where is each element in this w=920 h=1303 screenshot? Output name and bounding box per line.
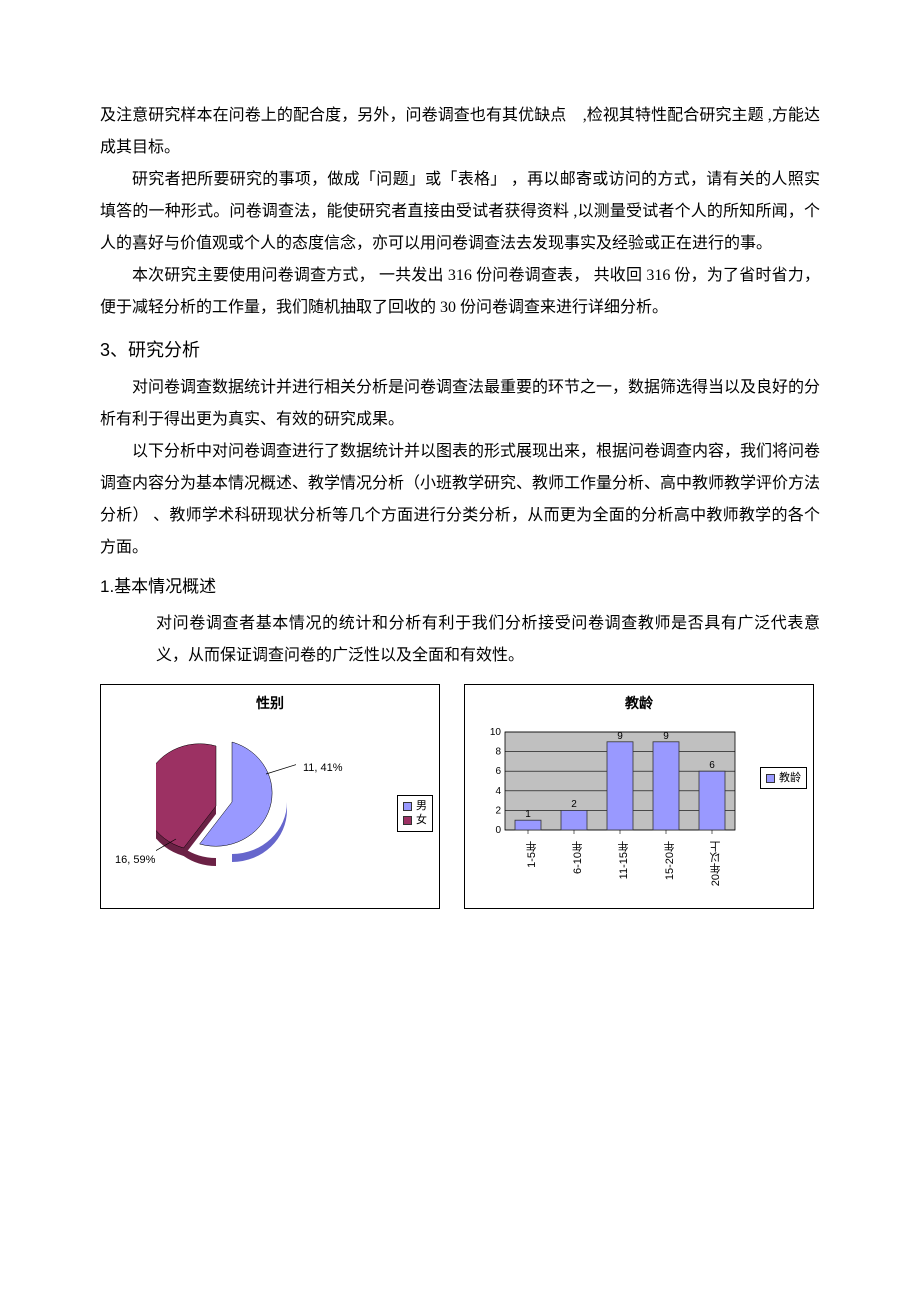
pie-leader-male — [266, 764, 296, 774]
bar-xlabel-3: 11-15年 — [613, 841, 635, 879]
bar-5 — [699, 771, 725, 830]
ytick-0: 0 — [495, 825, 501, 836]
ytick-4: 4 — [495, 786, 501, 797]
bar-svg: 0 2 4 6 8 10 1 2 — [477, 724, 757, 844]
bar-val-1: 1 — [525, 809, 531, 820]
paragraph-5: 以下分析中对问卷调查进行了数据统计并以图表的形式展现出来，根据问卷调查内容，我们… — [100, 436, 820, 564]
bar-legend-swatch — [766, 774, 775, 783]
bar-2 — [561, 810, 587, 830]
bar-xtick-marks — [528, 830, 712, 834]
heading-basic-overview: 1.基本情况概述 — [100, 570, 820, 604]
paragraph-3: 本次研究主要使用问卷调查方式， 一共发出 316 份问卷调查表， 共收回 316… — [100, 260, 820, 324]
pie-label-female: 16, 59% — [115, 849, 155, 871]
ytick-10: 10 — [490, 727, 502, 738]
bar-xlabel-2: 6-10年 — [567, 841, 589, 874]
pie-svg — [156, 734, 296, 884]
ytick-8: 8 — [495, 747, 501, 758]
ytick-6: 6 — [495, 766, 501, 777]
bar-xlabel-5: 20年以上 — [705, 841, 727, 886]
pie-legend-label-male: 男 — [416, 799, 427, 813]
bar-3 — [607, 742, 633, 830]
bar-chart-experience: 教龄 0 2 4 6 — [464, 684, 814, 909]
paragraph-2: 研究者把所要研究的事项，做成「问题」或「表格」 ，再以邮寄或访问的方式，请有关的… — [100, 164, 820, 260]
pie-chart-title: 性别 — [101, 685, 439, 719]
bar-1 — [515, 820, 541, 830]
bar-yticks: 0 2 4 6 8 10 — [490, 727, 502, 836]
paragraph-6: 对问卷调查者基本情况的统计和分析有利于我们分析接受问卷调查教师是否具有广泛代表意… — [100, 608, 820, 672]
pie-legend: 男 女 — [397, 795, 433, 832]
paragraph-1: 及注意研究样本在问卷上的配合度，另外，问卷调查也有其优缺点 ,检视其特性配合研究… — [100, 100, 820, 164]
pie-chart-gender: 性别 — [100, 684, 440, 909]
heading-research-analysis: 3、研究分析 — [100, 332, 820, 368]
bar-4 — [653, 742, 679, 830]
pie-legend-swatch-male — [403, 802, 412, 811]
bar-legend-item: 教龄 — [766, 771, 801, 785]
bar-chart-body: 0 2 4 6 8 10 1 2 — [465, 719, 813, 914]
bar-xlabel-1: 1-5年 — [521, 841, 543, 868]
ytick-2: 2 — [495, 805, 501, 816]
text: 及注意研究样本在问卷上的配合度，另外，问卷调查也有其优缺点 — [100, 107, 566, 124]
bar-chart-title: 教龄 — [465, 685, 813, 719]
pie-label-male: 11, 41% — [303, 757, 343, 779]
bar-val-2: 2 — [571, 799, 577, 810]
pie-legend-item-male: 男 — [403, 799, 427, 813]
pie-legend-item-female: 女 — [403, 813, 427, 827]
pie-slice-female — [156, 744, 216, 866]
bar-legend: 教龄 — [760, 767, 807, 789]
bar-val-4: 9 — [663, 731, 669, 742]
pie-legend-label-female: 女 — [416, 813, 427, 827]
bar-legend-label: 教龄 — [779, 771, 801, 785]
pie-legend-swatch-female — [403, 816, 412, 825]
bar-val-5: 6 — [709, 760, 715, 771]
bar-val-3: 9 — [617, 731, 623, 742]
pie-chart-body: 11, 41% 16, 59% 男 女 — [101, 719, 439, 899]
bar-xlabel-4: 15-20年 — [659, 841, 681, 880]
charts-row: 性别 — [100, 684, 820, 909]
paragraph-4: 对问卷调查数据统计并进行相关分析是问卷调查法最重要的环节之一，数据筛选得当以及良… — [100, 372, 820, 436]
